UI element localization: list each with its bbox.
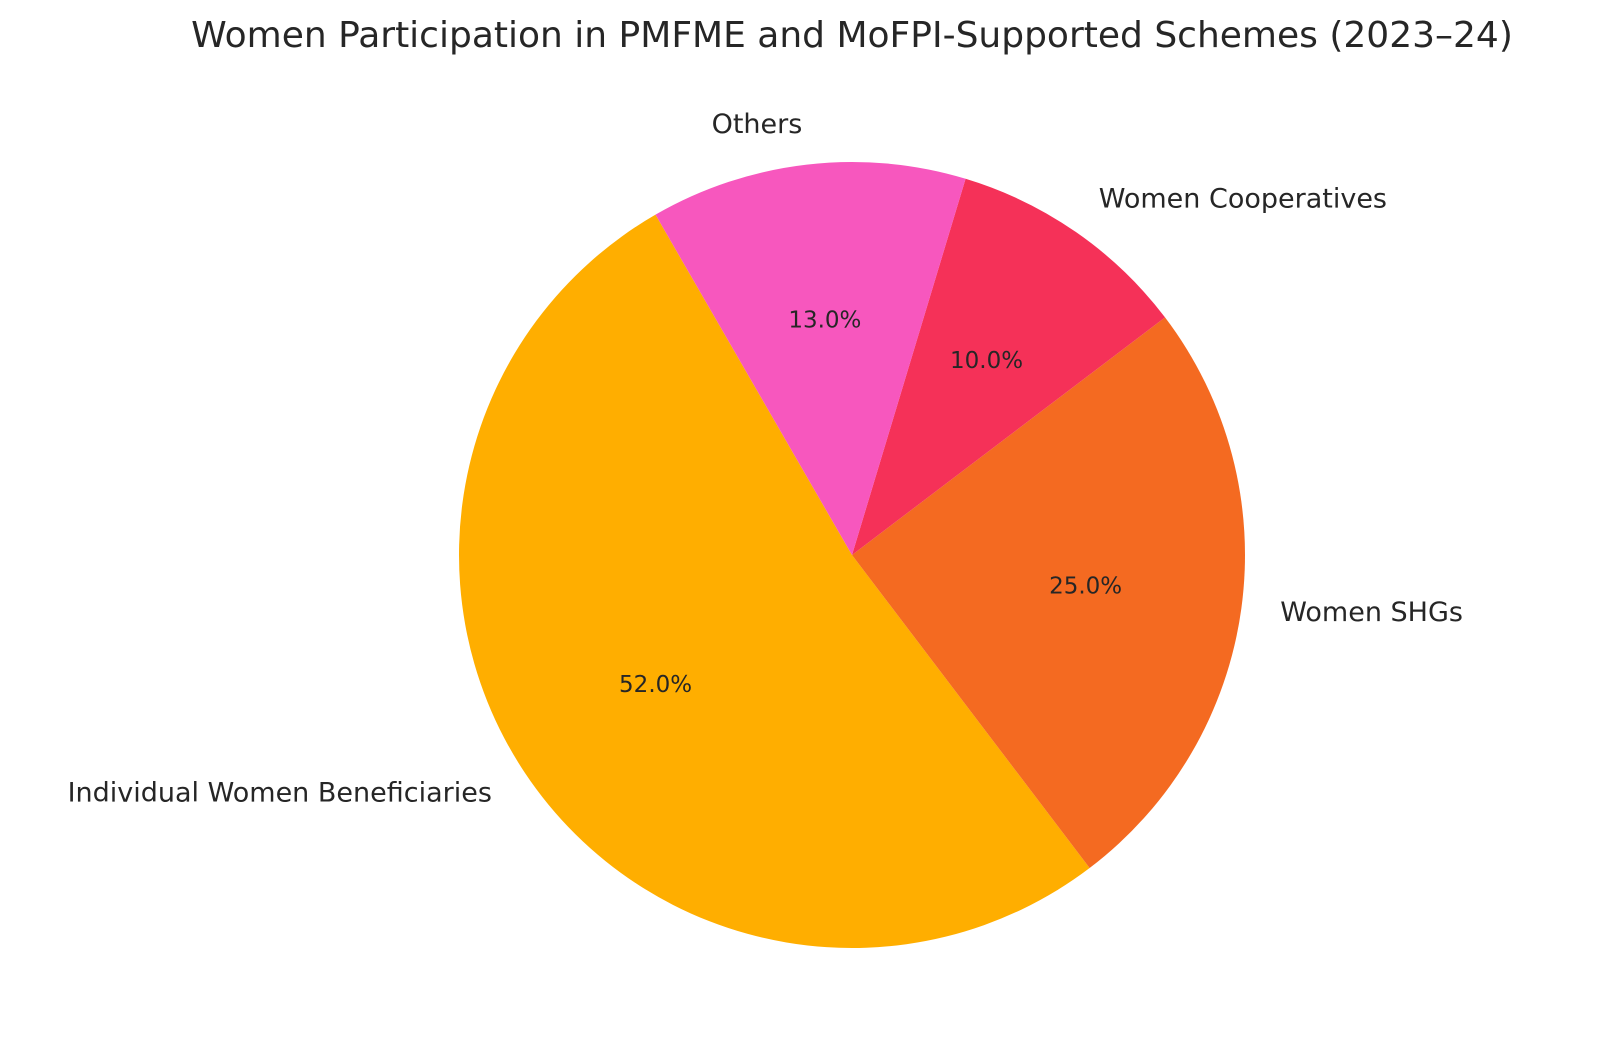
pie-slice-individual-women-beneficiaries bbox=[458, 214, 1090, 949]
pct-label-women-shgs: 25.0% bbox=[1049, 574, 1122, 600]
chart-title: Women Participation in PMFME and MoFPI-S… bbox=[191, 15, 1513, 56]
slice-label-women-cooperatives: Women Cooperatives bbox=[1099, 184, 1387, 215]
pct-label-individual-women-beneficiaries: 52.0% bbox=[619, 672, 692, 698]
pct-label-others: 13.0% bbox=[788, 307, 861, 333]
slice-label-individual-women-beneficiaries: Individual Women Beneficiaries bbox=[68, 778, 492, 809]
pie-slice-women-cooperatives bbox=[852, 178, 1166, 555]
slice-label-others: Others bbox=[712, 109, 803, 140]
slice-label-women-shgs: Women SHGs bbox=[1280, 597, 1463, 628]
pie-slice-women-shgs bbox=[852, 317, 1245, 869]
pie-labels: Individual Women Beneficiaries 52.0% Women… bbox=[68, 109, 1463, 809]
pie-slice-others bbox=[655, 162, 966, 556]
pie-slices bbox=[458, 162, 1245, 949]
pct-label-women-cooperatives: 10.0% bbox=[950, 348, 1023, 374]
